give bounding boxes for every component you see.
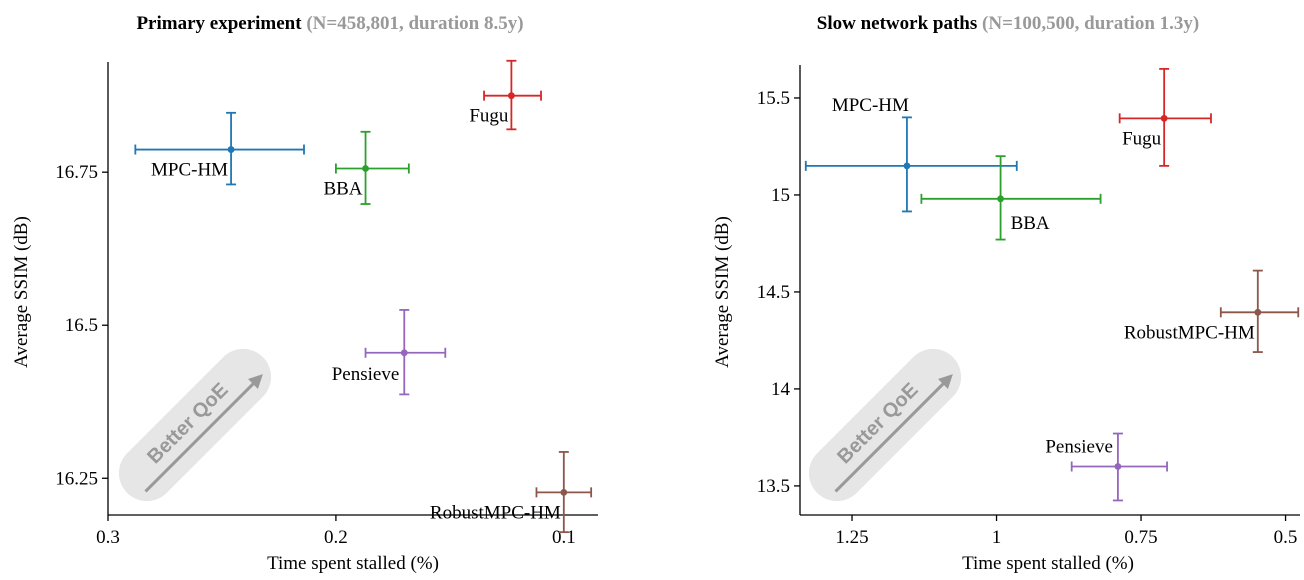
better-qoe-annotation: Better QoE <box>808 348 962 502</box>
point-bba: BBA <box>323 130 410 205</box>
x-tick-label: 0.5 <box>1274 527 1298 548</box>
point-fugu: Fugu <box>469 59 542 131</box>
data-points: MPC-HM BBA Fugu RobustMPC-HM Pensieve <box>804 67 1300 502</box>
chart-title: Slow network paths (N=100,500, duration … <box>817 13 1199 34</box>
point-pensieve: Pensieve <box>332 309 447 396</box>
x-tick-label: 0.2 <box>324 527 348 548</box>
chart-slow-network-paths: Slow network paths (N=100,500, duration … <box>712 13 1300 574</box>
point-label: Fugu <box>1122 128 1162 149</box>
y-tick-label: 14 <box>771 379 791 400</box>
chart-title: Primary experiment (N=458,801, duration … <box>136 13 523 34</box>
axis-ticks: 1.25 1 0.75 0.5 15.5 15 14.5 14 13.5 <box>757 88 1298 548</box>
point-marker <box>1254 308 1262 316</box>
y-tick-label: 16.25 <box>55 468 98 489</box>
y-tick-label: 13.5 <box>757 476 790 497</box>
axis-ticks: 0.3 0.2 0.1 16.75 16.5 16.25 <box>55 162 575 548</box>
point-fugu: Fugu <box>1118 67 1212 167</box>
point-marker <box>1160 114 1168 122</box>
point-marker <box>560 488 568 496</box>
x-tick-label: 0.1 <box>552 527 576 548</box>
point-label: MPC-HM <box>151 160 228 181</box>
x-axis-label: Time spent stalled (%) <box>962 553 1134 574</box>
point-label: BBA <box>1011 213 1050 234</box>
x-tick-label: 1 <box>992 527 1002 548</box>
point-label: RobustMPC-HM <box>430 502 561 523</box>
annotation-background <box>118 348 272 502</box>
point-marker <box>400 349 408 357</box>
point-robustmpc-hm: RobustMPC-HM <box>1124 269 1300 353</box>
point-pensieve: Pensieve <box>1045 432 1168 502</box>
x-axis-label: Time spent stalled (%) <box>267 553 439 574</box>
point-marker <box>227 146 235 153</box>
x-tick-label: 1.25 <box>835 527 868 548</box>
point-marker <box>997 195 1004 203</box>
annotation-arrow <box>834 380 947 493</box>
point-marker <box>507 92 515 100</box>
y-tick-label: 14.5 <box>757 282 790 303</box>
point-robustmpc-hm: RobustMPC-HM <box>430 451 593 534</box>
point-marker <box>903 162 911 170</box>
point-label: Pensieve <box>332 364 400 385</box>
point-label: MPC-HM <box>832 95 909 116</box>
x-tick-label: 0.75 <box>1124 527 1157 548</box>
y-tick-label: 16.5 <box>65 315 98 336</box>
point-bba: BBA <box>920 155 1102 241</box>
annotation-arrow <box>144 380 257 493</box>
y-axis-label: Average SSIM (dB) <box>11 216 32 368</box>
chart-primary-experiment: Primary experiment (N=458,801, duration … <box>11 13 598 574</box>
data-points: MPC-HM BBA Fugu Pensieve RobustMPC-HM <box>134 59 593 534</box>
y-tick-label: 16.75 <box>55 162 98 183</box>
annotation-background <box>808 348 962 502</box>
x-tick-label: 0.3 <box>96 527 120 548</box>
point-label: Pensieve <box>1045 437 1113 458</box>
point-label: RobustMPC-HM <box>1124 322 1255 343</box>
point-label: Fugu <box>469 106 509 127</box>
y-tick-label: 15 <box>771 185 790 206</box>
point-marker <box>362 165 369 172</box>
better-qoe-annotation: Better QoE <box>118 348 272 502</box>
point-marker <box>1114 463 1122 470</box>
point-label: BBA <box>323 179 362 200</box>
y-tick-label: 15.5 <box>757 88 790 109</box>
y-axis-label: Average SSIM (dB) <box>712 216 733 368</box>
point-mpc-hm: MPC-HM <box>134 111 305 186</box>
point-mpc-hm: MPC-HM <box>804 95 1018 213</box>
